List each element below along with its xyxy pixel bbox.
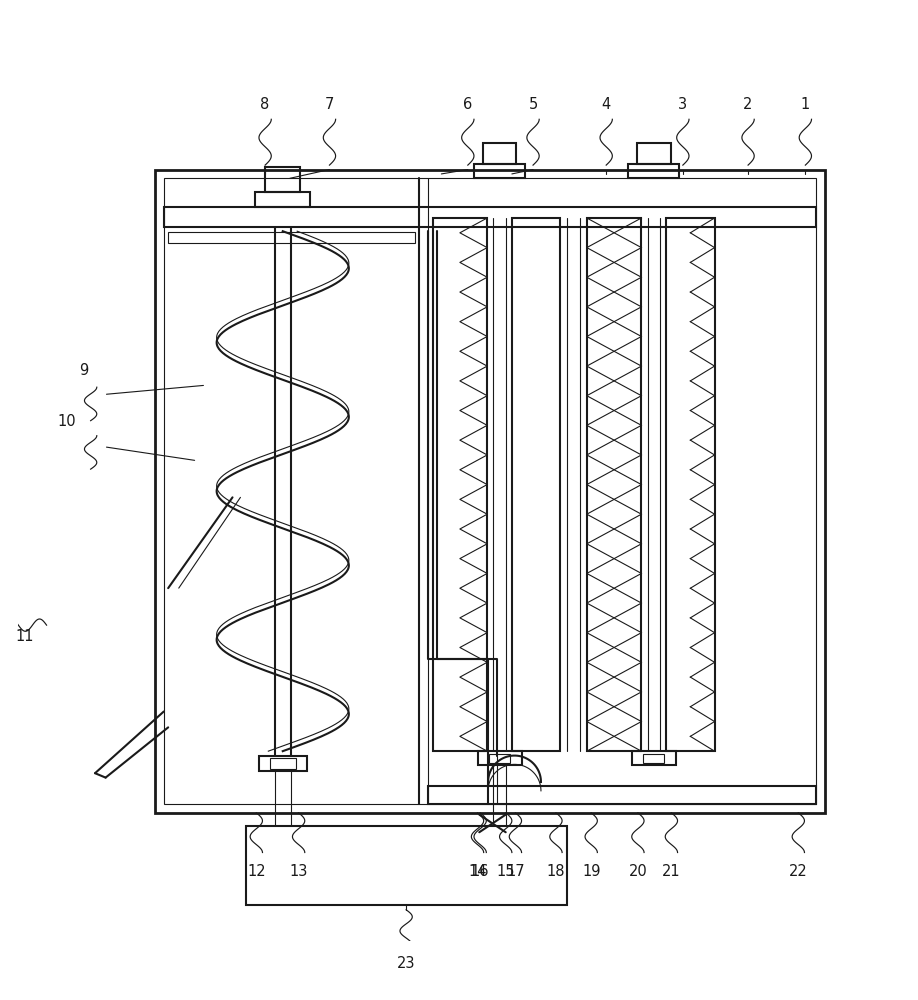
Text: 13: 13 bbox=[289, 864, 308, 879]
Bar bbox=[587, 218, 642, 751]
Text: 6: 6 bbox=[464, 97, 473, 112]
Bar bbox=[432, 218, 487, 751]
Text: 9: 9 bbox=[79, 363, 88, 378]
Bar bbox=[632, 751, 676, 765]
Bar bbox=[265, 167, 300, 192]
Text: 11: 11 bbox=[16, 629, 34, 644]
Bar bbox=[489, 754, 510, 763]
Bar bbox=[512, 218, 560, 751]
Text: 1: 1 bbox=[800, 97, 810, 112]
Text: 18: 18 bbox=[547, 864, 565, 879]
Text: 14: 14 bbox=[468, 864, 487, 879]
Bar bbox=[483, 143, 516, 164]
Text: 7: 7 bbox=[325, 97, 334, 112]
Bar bbox=[155, 170, 824, 813]
Bar bbox=[477, 751, 521, 765]
Text: 10: 10 bbox=[58, 414, 76, 429]
Bar bbox=[163, 178, 816, 804]
Text: 3: 3 bbox=[678, 97, 688, 112]
Text: 5: 5 bbox=[529, 97, 538, 112]
Text: 4: 4 bbox=[601, 97, 610, 112]
Text: 8: 8 bbox=[261, 97, 270, 112]
Text: 20: 20 bbox=[629, 864, 647, 879]
Bar bbox=[270, 758, 296, 769]
Text: 22: 22 bbox=[789, 864, 808, 879]
Bar bbox=[428, 786, 816, 804]
Bar bbox=[246, 826, 566, 905]
Text: 17: 17 bbox=[506, 864, 525, 879]
Text: 21: 21 bbox=[662, 864, 681, 879]
Bar bbox=[259, 756, 307, 771]
Bar bbox=[168, 232, 415, 243]
Text: 16: 16 bbox=[471, 864, 489, 879]
Text: 15: 15 bbox=[497, 864, 515, 879]
Bar bbox=[163, 207, 816, 227]
Bar bbox=[255, 192, 310, 207]
Bar bbox=[666, 218, 714, 751]
Text: 2: 2 bbox=[744, 97, 753, 112]
Bar bbox=[628, 164, 679, 178]
Bar bbox=[644, 754, 665, 763]
Text: 23: 23 bbox=[397, 956, 415, 971]
Bar bbox=[474, 164, 525, 178]
Text: 12: 12 bbox=[247, 864, 265, 879]
Text: 19: 19 bbox=[582, 864, 600, 879]
Bar bbox=[637, 143, 670, 164]
